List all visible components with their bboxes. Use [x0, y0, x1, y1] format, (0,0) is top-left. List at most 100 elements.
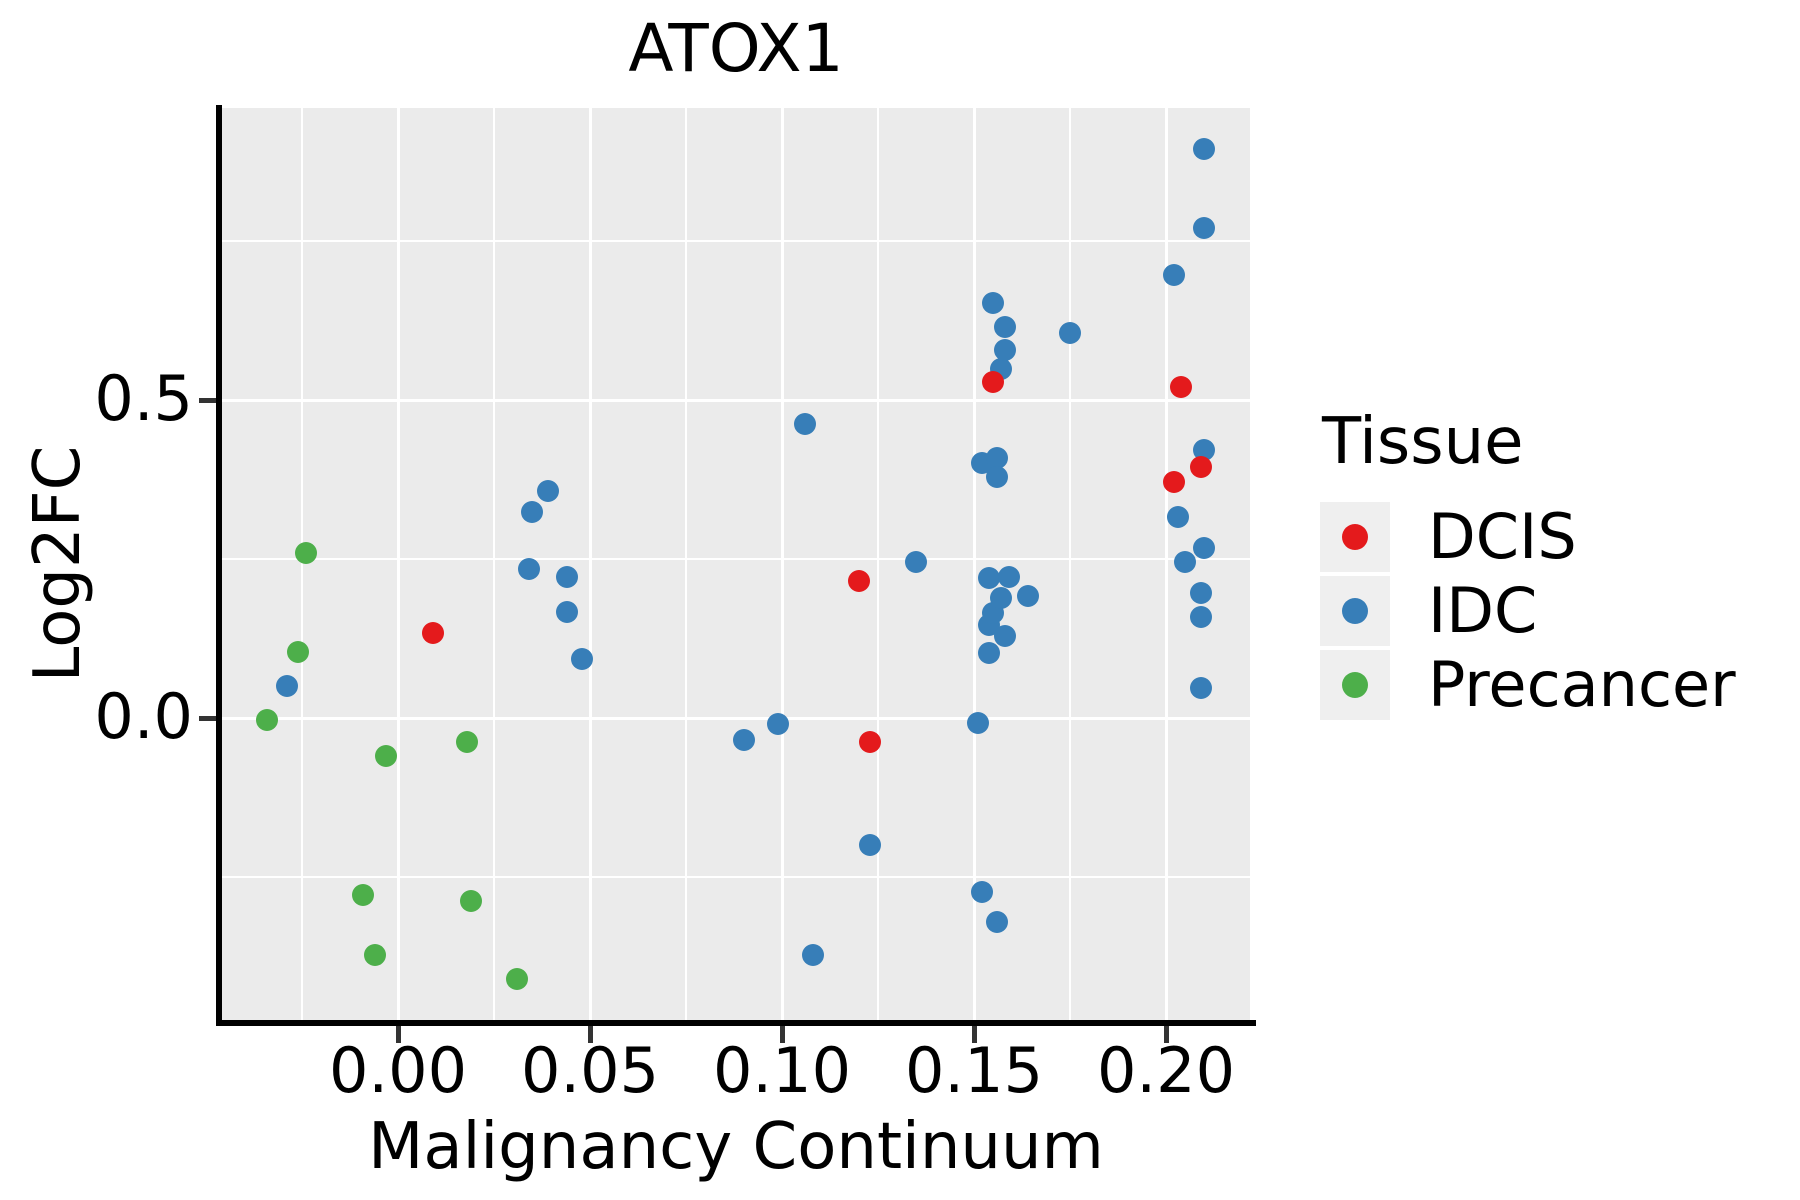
plot-title: ATOX1	[628, 10, 844, 87]
x-tick	[971, 1026, 977, 1043]
data-point-dcis	[1189, 455, 1212, 478]
y-tick	[199, 397, 216, 403]
data-point-idc	[1166, 506, 1189, 529]
x-tick-label: 0.00	[328, 1034, 468, 1107]
data-point-dcis	[847, 570, 870, 593]
data-point-idc	[970, 881, 993, 904]
data-point-dcis	[859, 730, 882, 753]
data-point-idc	[517, 558, 540, 581]
data-point-idc	[989, 587, 1012, 610]
legend-key	[1320, 502, 1390, 572]
idc-legend-dot	[1342, 598, 1368, 624]
gridline-minor-vertical	[877, 108, 879, 1020]
data-point-dcis	[982, 371, 1005, 394]
data-point-idc	[978, 642, 1001, 665]
y-tick-label: 0.0	[94, 680, 193, 754]
data-point-idc	[993, 338, 1016, 361]
x-tick	[779, 1026, 785, 1043]
gridline-major-vertical	[588, 108, 592, 1020]
gridline-major-horizontal	[222, 716, 1250, 720]
data-point-idc	[767, 712, 790, 735]
data-point-idc	[982, 292, 1005, 315]
data-point-idc	[1193, 439, 1216, 462]
data-point-idc	[1193, 537, 1216, 560]
y-tick-label: 0.5	[94, 362, 193, 436]
x-tick	[587, 1026, 593, 1043]
y-axis-title: Log2FC	[21, 445, 95, 683]
x-tick	[395, 1026, 401, 1043]
data-point-idc	[986, 465, 1009, 488]
gridline-minor-vertical	[493, 108, 495, 1020]
data-point-idc	[1189, 605, 1212, 628]
data-point-dcis	[421, 621, 444, 644]
data-point-precancer	[375, 745, 398, 768]
gridline-major-vertical	[780, 108, 784, 1020]
gridline-minor-vertical	[301, 108, 303, 1020]
gridline-major-horizontal	[222, 398, 1250, 402]
data-point-idc	[732, 729, 755, 752]
gridline-minor-vertical	[1069, 108, 1071, 1020]
data-point-idc	[571, 647, 594, 670]
plot-panel	[222, 108, 1250, 1020]
data-point-idc	[986, 911, 1009, 934]
data-point-precancer	[256, 708, 279, 731]
data-point-idc	[1189, 677, 1212, 700]
x-tick-label: 0.20	[1096, 1034, 1236, 1107]
legend-key	[1320, 650, 1390, 720]
data-point-idc	[1189, 582, 1212, 605]
gridline-minor-horizontal	[222, 876, 1250, 878]
data-point-precancer	[363, 944, 386, 967]
data-point-idc	[993, 315, 1016, 338]
legend-label: Precancer	[1428, 648, 1736, 721]
data-point-idc	[794, 413, 817, 436]
data-point-idc	[536, 479, 559, 502]
x-axis-title: Malignancy Continuum	[368, 1110, 1104, 1184]
data-point-dcis	[1170, 376, 1193, 399]
data-point-precancer	[456, 731, 479, 754]
data-point-idc	[1016, 584, 1039, 607]
data-point-idc	[275, 675, 298, 698]
data-point-idc	[966, 712, 989, 735]
data-point-idc	[801, 944, 824, 967]
x-axis-line	[216, 1020, 1256, 1026]
precancer-legend-dot	[1342, 672, 1368, 698]
data-point-idc	[986, 446, 1009, 469]
data-point-idc	[1193, 216, 1216, 239]
gridline-major-vertical	[396, 108, 400, 1020]
y-tick	[199, 715, 216, 721]
data-point-precancer	[294, 542, 317, 565]
x-tick-label: 0.15	[904, 1034, 1044, 1107]
data-point-idc	[997, 565, 1020, 588]
legend-label: IDC	[1428, 574, 1538, 647]
data-point-idc	[521, 500, 544, 523]
y-axis-line	[216, 105, 222, 1026]
legend: Tissue DCIS IDC Precancer	[1320, 405, 1736, 720]
data-point-idc	[1059, 322, 1081, 345]
gridline-major-vertical	[1164, 108, 1168, 1020]
x-tick-label: 0.10	[712, 1034, 852, 1107]
data-point-idc	[555, 600, 578, 623]
gridline-minor-horizontal	[222, 240, 1250, 242]
dcis-legend-dot	[1342, 524, 1368, 550]
data-point-dcis	[1162, 471, 1185, 494]
data-point-idc	[1162, 263, 1185, 286]
gridline-minor-horizontal	[222, 558, 1250, 560]
data-point-idc	[1193, 137, 1216, 160]
data-point-idc	[978, 567, 1001, 590]
x-tick	[1163, 1026, 1169, 1043]
x-tick-label: 0.05	[520, 1034, 660, 1107]
data-point-idc	[555, 565, 578, 588]
legend-title: Tissue	[1322, 405, 1524, 479]
legend-key	[1320, 576, 1390, 646]
data-point-idc	[905, 551, 928, 574]
data-point-precancer	[287, 640, 310, 663]
legend-label: DCIS	[1428, 500, 1577, 573]
gridline-minor-vertical	[685, 108, 687, 1020]
data-point-precancer	[506, 967, 529, 990]
data-point-idc	[859, 834, 882, 857]
gridline-major-vertical	[972, 108, 976, 1020]
data-point-idc	[993, 624, 1016, 647]
data-point-idc	[1174, 551, 1197, 574]
data-point-precancer	[459, 890, 482, 913]
